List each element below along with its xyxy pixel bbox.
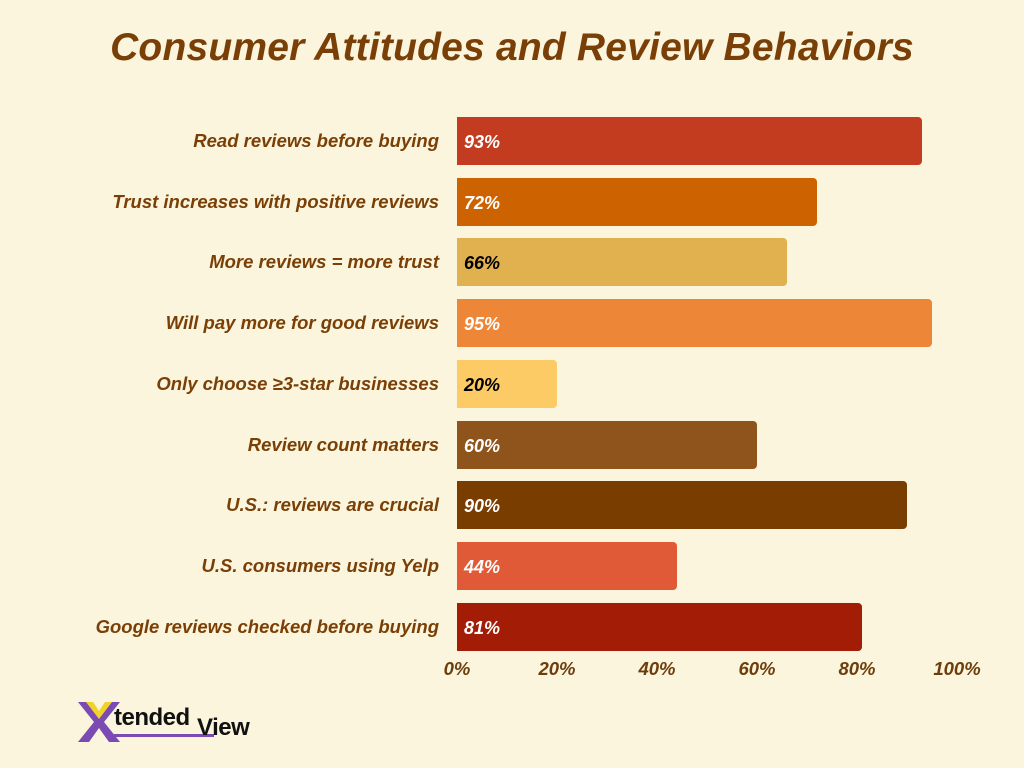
x-tick-label: 0% xyxy=(443,658,471,679)
logo-text-tended: tended xyxy=(114,704,190,731)
bar: 95% xyxy=(457,299,932,348)
category-label: Read reviews before buying xyxy=(193,130,439,151)
bar-row: Trust increases with positive reviews 72% xyxy=(0,177,1024,226)
bar: 66% xyxy=(457,238,787,287)
chart-title: Consumer Attitudes and Review Behaviors xyxy=(110,26,914,69)
value-label: 93% xyxy=(464,132,501,152)
bar-row: Only choose ≥3-star businesses 20% xyxy=(0,359,1024,408)
logo-text-view: View xyxy=(197,714,250,741)
bar-row: Google reviews checked before buying 81% xyxy=(0,602,1024,651)
logo-x-icon xyxy=(78,702,120,742)
bar-row: U.S. consumers using Yelp 44% xyxy=(0,541,1024,590)
value-label: 60% xyxy=(464,435,501,456)
x-tick-label: 100% xyxy=(933,658,981,679)
logo-underline xyxy=(114,734,214,737)
bar: 93% xyxy=(457,117,922,165)
x-tick-label: 60% xyxy=(738,658,776,679)
value-label: 95% xyxy=(464,314,501,335)
bar-row: Will pay more for good reviews 95% xyxy=(0,299,1024,348)
value-label: 20% xyxy=(464,374,501,395)
value-label: 90% xyxy=(464,496,501,517)
bar-row: U.S.: reviews are crucial 90% xyxy=(0,481,1024,530)
value-label: 66% xyxy=(464,253,501,274)
x-tick-label: 20% xyxy=(538,658,576,679)
category-label: Review count matters xyxy=(247,433,439,455)
bar-row: Review count matters 60% xyxy=(0,420,1024,469)
value-label: 44% xyxy=(464,556,501,577)
bar: 90% xyxy=(457,481,907,530)
x-tick-label: 80% xyxy=(838,658,876,679)
category-label: Will pay more for good reviews xyxy=(165,312,439,334)
bar: 60% xyxy=(457,420,757,469)
category-label: Trust increases with positive reviews xyxy=(112,190,439,212)
category-label: Google reviews checked before buying xyxy=(95,615,439,637)
value-label: 72% xyxy=(464,192,501,213)
bar: 72% xyxy=(457,177,817,226)
x-tick-label: 40% xyxy=(638,658,676,679)
category-label: U.S.: reviews are crucial xyxy=(226,494,439,516)
brand-logo: tended View xyxy=(78,702,268,742)
category-label: U.S. consumers using Yelp xyxy=(201,554,439,576)
category-label: Only choose ≥3-star businesses xyxy=(156,372,439,394)
category-label: More reviews = more trust xyxy=(209,251,439,273)
value-label: 81% xyxy=(464,617,501,638)
bar-row: More reviews = more trust 66% xyxy=(0,238,1024,287)
bar: 44% xyxy=(457,541,677,590)
bar: 81% xyxy=(457,602,862,651)
bar-row: Read reviews before buying 93% xyxy=(0,117,1024,165)
bar: 20% xyxy=(457,359,557,408)
